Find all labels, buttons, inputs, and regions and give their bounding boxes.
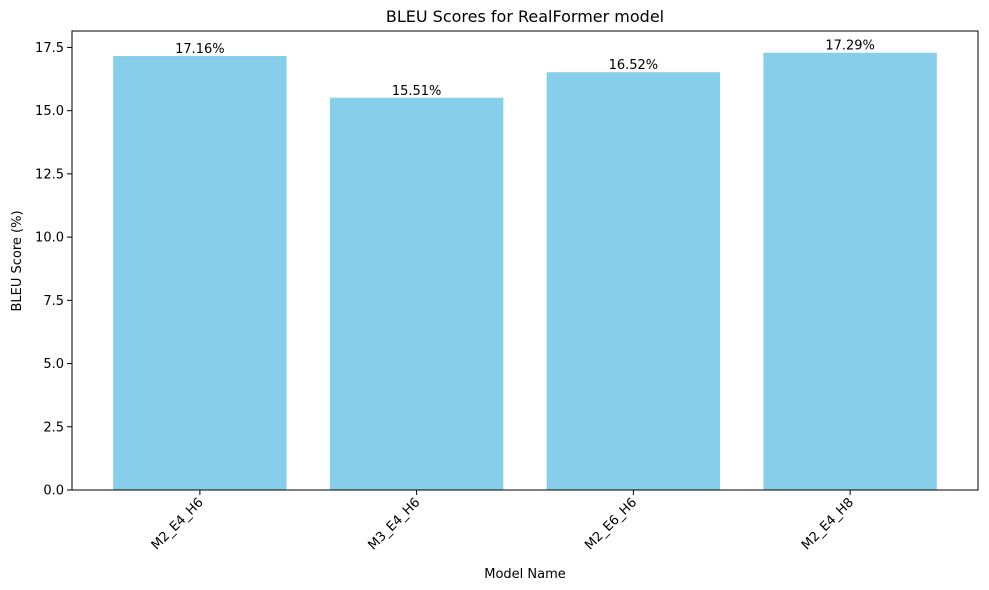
bar-M2_E4_H8 [763, 52, 937, 491]
data-label-M2_E4_H8: 17.29% [825, 39, 875, 54]
y-tick-label: 2.5 [43, 420, 64, 435]
data-labels-group: 17.16% 15.51% 16.52% 17.29% [175, 39, 875, 99]
bars-group [113, 52, 937, 491]
y-tick-label: 7.5 [43, 294, 64, 309]
y-tick-label: 0.0 [43, 484, 64, 499]
y-tick-label: 15.0 [35, 104, 64, 119]
x-axis-label: Model Name [484, 567, 566, 582]
data-label-M2_E6_H6: 16.52% [609, 58, 659, 73]
chart-title: BLEU Scores for RealFormer model [386, 7, 664, 26]
plot-area-frame [71, 30, 979, 491]
y-tick-label: 12.5 [35, 167, 64, 182]
bar-M2_E4_H6 [113, 56, 287, 490]
y-tick-label: 10.0 [35, 231, 64, 246]
y-tick-label: 17.5 [35, 41, 64, 56]
bar-M2_E6_H6 [546, 72, 721, 490]
y-axis-label: BLEU Score (%) [10, 210, 25, 311]
bar-M3_E4_H6 [329, 97, 504, 490]
data-label-M3_E4_H6: 15.51% [392, 84, 442, 99]
y-axis-ticks: 0.0 2.5 5.0 7.5 10.0 12.5 15.0 17.5 [35, 41, 72, 499]
data-label-M2_E4_H6: 17.16% [175, 42, 225, 57]
y-tick-label: 5.0 [43, 357, 64, 372]
